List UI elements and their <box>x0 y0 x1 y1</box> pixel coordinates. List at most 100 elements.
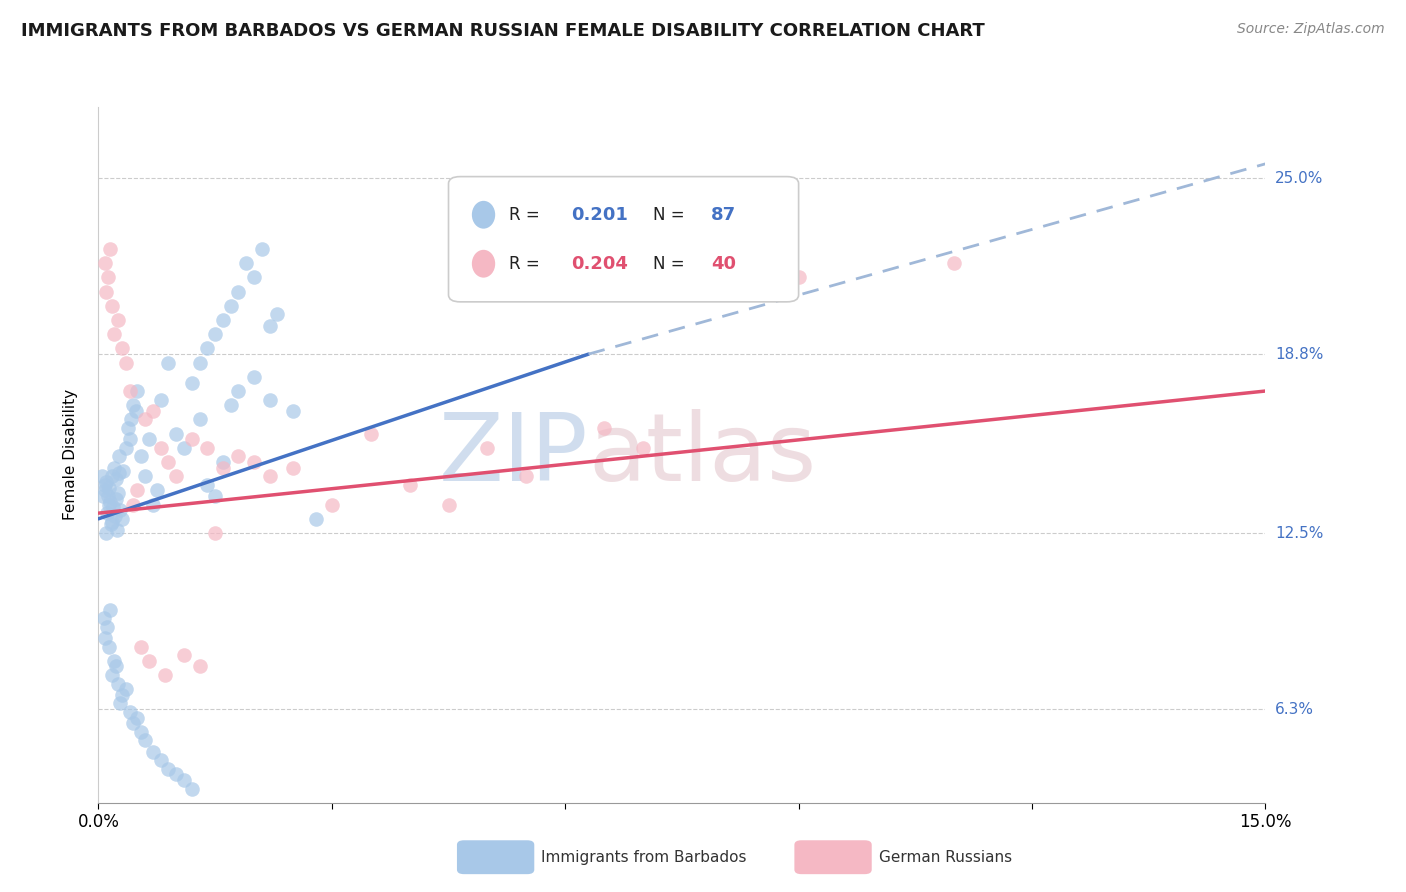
Point <box>149 753 172 767</box>
Point <box>195 441 218 455</box>
Point <box>146 483 169 498</box>
Point <box>107 313 129 327</box>
Point <box>228 285 250 299</box>
Point <box>142 745 165 759</box>
Point <box>122 498 145 512</box>
Text: 18.8%: 18.8% <box>1275 347 1323 361</box>
Point <box>321 498 343 512</box>
Point <box>105 472 128 486</box>
Point <box>127 384 149 398</box>
Point <box>228 450 250 464</box>
Point <box>104 491 127 506</box>
Point <box>153 668 176 682</box>
Point <box>105 523 128 537</box>
Point <box>134 733 156 747</box>
Point <box>118 705 141 719</box>
Point <box>96 475 118 489</box>
Point <box>96 526 118 541</box>
Point <box>103 500 125 515</box>
Point <box>108 503 131 517</box>
Point <box>180 376 202 390</box>
Text: 12.5%: 12.5% <box>1275 525 1323 541</box>
Point <box>477 441 499 455</box>
Point <box>173 648 195 662</box>
Ellipse shape <box>472 201 495 228</box>
Point <box>787 270 810 285</box>
Point <box>114 441 136 455</box>
Ellipse shape <box>472 250 495 277</box>
Point <box>515 469 537 483</box>
Point <box>100 469 122 483</box>
Point <box>114 682 136 697</box>
Text: ZIP: ZIP <box>439 409 589 501</box>
Point <box>129 450 152 464</box>
Point <box>157 455 180 469</box>
Point <box>107 450 129 464</box>
Point <box>129 724 152 739</box>
Point <box>97 270 120 285</box>
Point <box>157 356 180 370</box>
Point <box>129 640 152 654</box>
Point <box>204 327 226 342</box>
FancyBboxPatch shape <box>449 177 799 301</box>
Point <box>127 483 149 498</box>
Point <box>180 432 202 446</box>
Point <box>103 327 125 342</box>
Point <box>188 659 211 673</box>
Point <box>943 256 966 270</box>
Point <box>117 421 139 435</box>
Point <box>398 477 420 491</box>
Point <box>97 640 120 654</box>
Point <box>91 489 114 503</box>
Point <box>118 384 141 398</box>
Point <box>127 710 149 724</box>
Point <box>101 299 124 313</box>
Point <box>142 404 165 418</box>
Point <box>93 611 115 625</box>
Point <box>219 398 242 412</box>
Point <box>138 432 160 446</box>
Point <box>212 455 235 469</box>
Point <box>219 299 242 313</box>
Point <box>108 467 131 481</box>
Point <box>281 404 304 418</box>
Point <box>195 477 218 491</box>
Point <box>142 498 165 512</box>
Text: N =: N = <box>652 255 685 273</box>
Point <box>188 412 211 426</box>
Point <box>212 313 235 327</box>
Text: N =: N = <box>652 206 685 224</box>
Point <box>91 469 114 483</box>
Point <box>114 356 136 370</box>
Point <box>122 398 145 412</box>
Text: R =: R = <box>509 206 540 224</box>
Point <box>138 654 160 668</box>
Point <box>111 512 134 526</box>
Point <box>180 781 202 796</box>
Point <box>125 404 148 418</box>
Point <box>250 242 273 256</box>
Point <box>149 392 172 407</box>
Point <box>437 498 460 512</box>
Point <box>98 495 121 509</box>
Point <box>204 526 226 541</box>
Point <box>103 654 125 668</box>
Text: R =: R = <box>509 255 540 273</box>
Text: 0.204: 0.204 <box>571 255 628 273</box>
Point <box>195 342 218 356</box>
Point <box>94 631 117 645</box>
Point <box>305 512 328 526</box>
Point <box>111 688 134 702</box>
Point <box>204 489 226 503</box>
Point <box>108 697 131 711</box>
Text: 25.0%: 25.0% <box>1275 170 1323 186</box>
Point <box>165 767 187 781</box>
Point <box>188 356 211 370</box>
Point <box>360 426 382 441</box>
Point <box>122 716 145 731</box>
Point <box>259 392 281 407</box>
Point <box>165 469 187 483</box>
Point <box>100 517 122 532</box>
Point <box>243 270 266 285</box>
Point <box>96 285 118 299</box>
